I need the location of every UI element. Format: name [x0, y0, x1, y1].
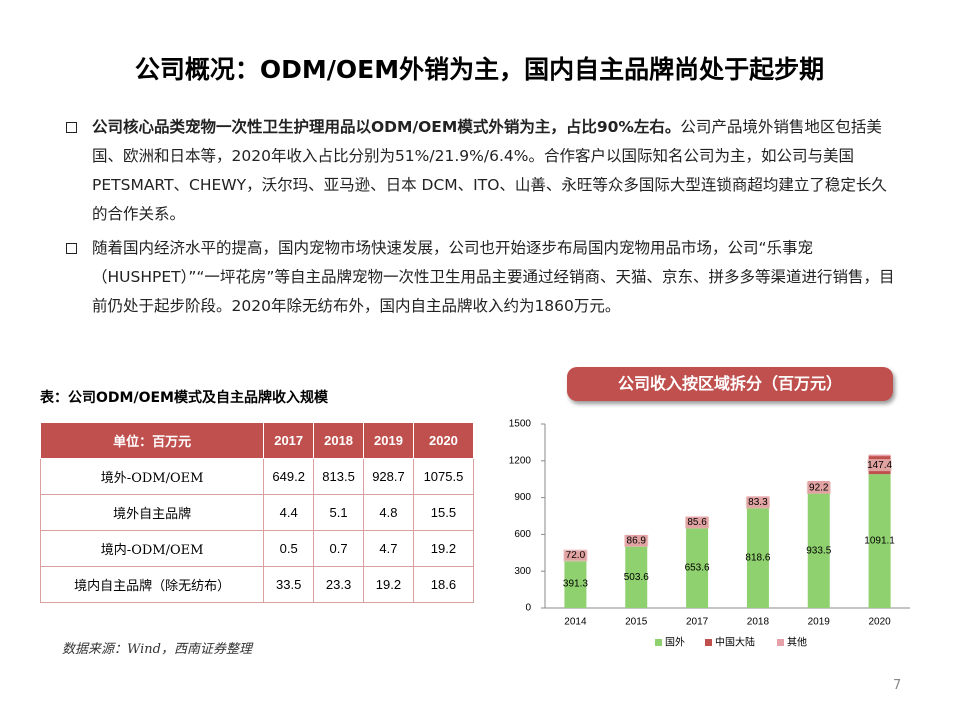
legend-label: 国外: [665, 637, 685, 649]
bar-segment: [625, 546, 648, 608]
legend-swatch: [705, 639, 712, 646]
label-bg: [685, 516, 710, 529]
title: 公司概况：ODM/OEM外销为主，国内自主品牌尚处于起步期: [134, 55, 825, 84]
table-cell: 1075.5: [412, 458, 475, 495]
x-tick-label: 2020: [868, 617, 891, 628]
table-row: 境内-ODM/OEM 0.5 0.7 4.7 19.2: [39, 530, 475, 567]
bullet: 公司核心品类宠物一次性卫生护理用品以ODM/OEM模式外销为主，占比90%左右。…: [66, 113, 896, 229]
label-bg: [806, 481, 831, 494]
bar-segment: [868, 474, 891, 608]
table-cell: 2019: [363, 422, 414, 459]
table-cell: 23.3: [313, 566, 365, 603]
table: 单位：百万元 2017 2018 2019 2020 境外-ODM/OEM 649.2 813…: [39, 422, 475, 603]
data-label: 1091.1: [864, 536, 895, 547]
data-label: 147.4: [867, 460, 892, 471]
chart: 0 300 600 900 1200 1500 2014 391.3 72.0 2015 503.6…: [509, 419, 910, 649]
y-tick-label: 600: [514, 529, 531, 540]
source: 数据来源：Wind，西南证券整理: [62, 642, 252, 657]
data-label: 391.3: [563, 579, 588, 590]
table-cell: 18.6: [412, 566, 475, 603]
bar-segment: [625, 534, 648, 536]
table-cell: 4.8: [363, 494, 414, 531]
table-cell: 境外自主品牌: [39, 494, 265, 531]
chart-title: 公司收入按区域拆分（百万元）: [567, 367, 893, 401]
data-label: 653.6: [685, 563, 710, 574]
x-tick-label: 2019: [808, 617, 831, 628]
legend-label: 其他: [787, 636, 807, 649]
x-tick-label: 2015: [625, 617, 648, 628]
table-caption: 表：公司ODM/OEM模式及自主品牌收入规模: [40, 390, 328, 406]
label-bg: [563, 549, 588, 562]
table-row: 单位：百万元 2017 2018 2019 2020: [39, 422, 475, 459]
table-cell: 19.2: [412, 530, 475, 567]
table-cell: 4.4: [263, 494, 315, 531]
x-tick-label: 2018: [747, 617, 770, 628]
table-cell: 4.7: [363, 530, 414, 567]
y-tick-label: 900: [514, 492, 531, 503]
data-label: 818.6: [745, 552, 770, 563]
table-cell: 0.5: [263, 530, 315, 567]
bar-segment: [807, 480, 830, 483]
y-tick-label: 1200: [509, 455, 532, 466]
table-cell: 2018: [313, 422, 365, 459]
bar-segment: [564, 560, 587, 608]
table-cell: 境外-ODM/OEM: [39, 458, 265, 495]
legend-label: 中国大陆: [715, 636, 755, 649]
table-cell: 649.2: [263, 458, 315, 495]
table-cell: 928.7: [363, 458, 414, 495]
bar-segment: [686, 516, 709, 518]
y-tick-label: 300: [514, 566, 531, 577]
x-tick-label: 2014: [564, 617, 587, 628]
table-cell: 单位：百万元: [39, 422, 265, 459]
data-label: 933.5: [806, 545, 831, 556]
table-cell: 2020: [412, 422, 475, 459]
table-cell: 0.7: [313, 530, 365, 567]
bar-segment: [868, 454, 891, 457]
table-cell: 15.5: [412, 494, 475, 531]
bar-segment: [746, 496, 769, 498]
bullet-text: 公司产品境外销售地区包括美国、欧洲和日本等，2020年收入占比分别为51%/21…: [92, 118, 887, 223]
table-cell: 813.5: [313, 458, 365, 495]
data-label: 92.2: [809, 482, 829, 493]
y-tick-label: 0: [525, 603, 531, 614]
data-label: 72.0: [566, 550, 586, 561]
data-label: 86.9: [627, 536, 647, 547]
table-cell: 19.2: [363, 566, 414, 603]
bullet: 随着国内经济水平的提高，国内宠物市场快速发展，公司也开始逐步布局国内宠物用品市场…: [66, 234, 896, 321]
bullet-bold: 公司核心品类宠物一次性卫生护理用品以ODM/OEM模式外销为主，占比90%左右。: [92, 118, 681, 136]
table-row: 境外自主品牌 4.4 5.1 4.8 15.5: [39, 494, 475, 531]
bar-segment: [686, 527, 709, 608]
bar-segment: [746, 507, 769, 608]
label-bg: [624, 534, 649, 547]
legend-swatch: [777, 639, 784, 646]
table-row: 境外-ODM/OEM 649.2 813.5 928.7 1075.5: [39, 458, 475, 495]
table-cell: 2017: [263, 422, 315, 459]
legend-swatch: [655, 639, 662, 646]
data-label: 503.6: [624, 572, 649, 583]
table-cell: 境内自主品牌（除无纺布）: [39, 566, 265, 603]
data-label: 85.6: [687, 517, 707, 528]
table-cell: 33.5: [263, 566, 315, 603]
x-tick-label: 2017: [686, 617, 709, 628]
data-label: 83.3: [748, 497, 768, 508]
table-row: 境内自主品牌（除无纺布） 33.5 23.3 19.2 18.6: [39, 566, 475, 603]
table-cell: 境内-ODM/OEM: [39, 530, 265, 567]
table-cell: 5.1: [313, 494, 365, 531]
bullet-text: 随着国内经济水平的提高，国内宠物市场快速发展，公司也开始逐步布局国内宠物用品市场…: [92, 239, 895, 315]
y-tick-label: 1500: [509, 419, 532, 430]
page-number: 7: [893, 678, 902, 693]
label-bg: [745, 496, 770, 509]
label-bg: [867, 459, 892, 472]
bar-segment: [807, 493, 830, 608]
